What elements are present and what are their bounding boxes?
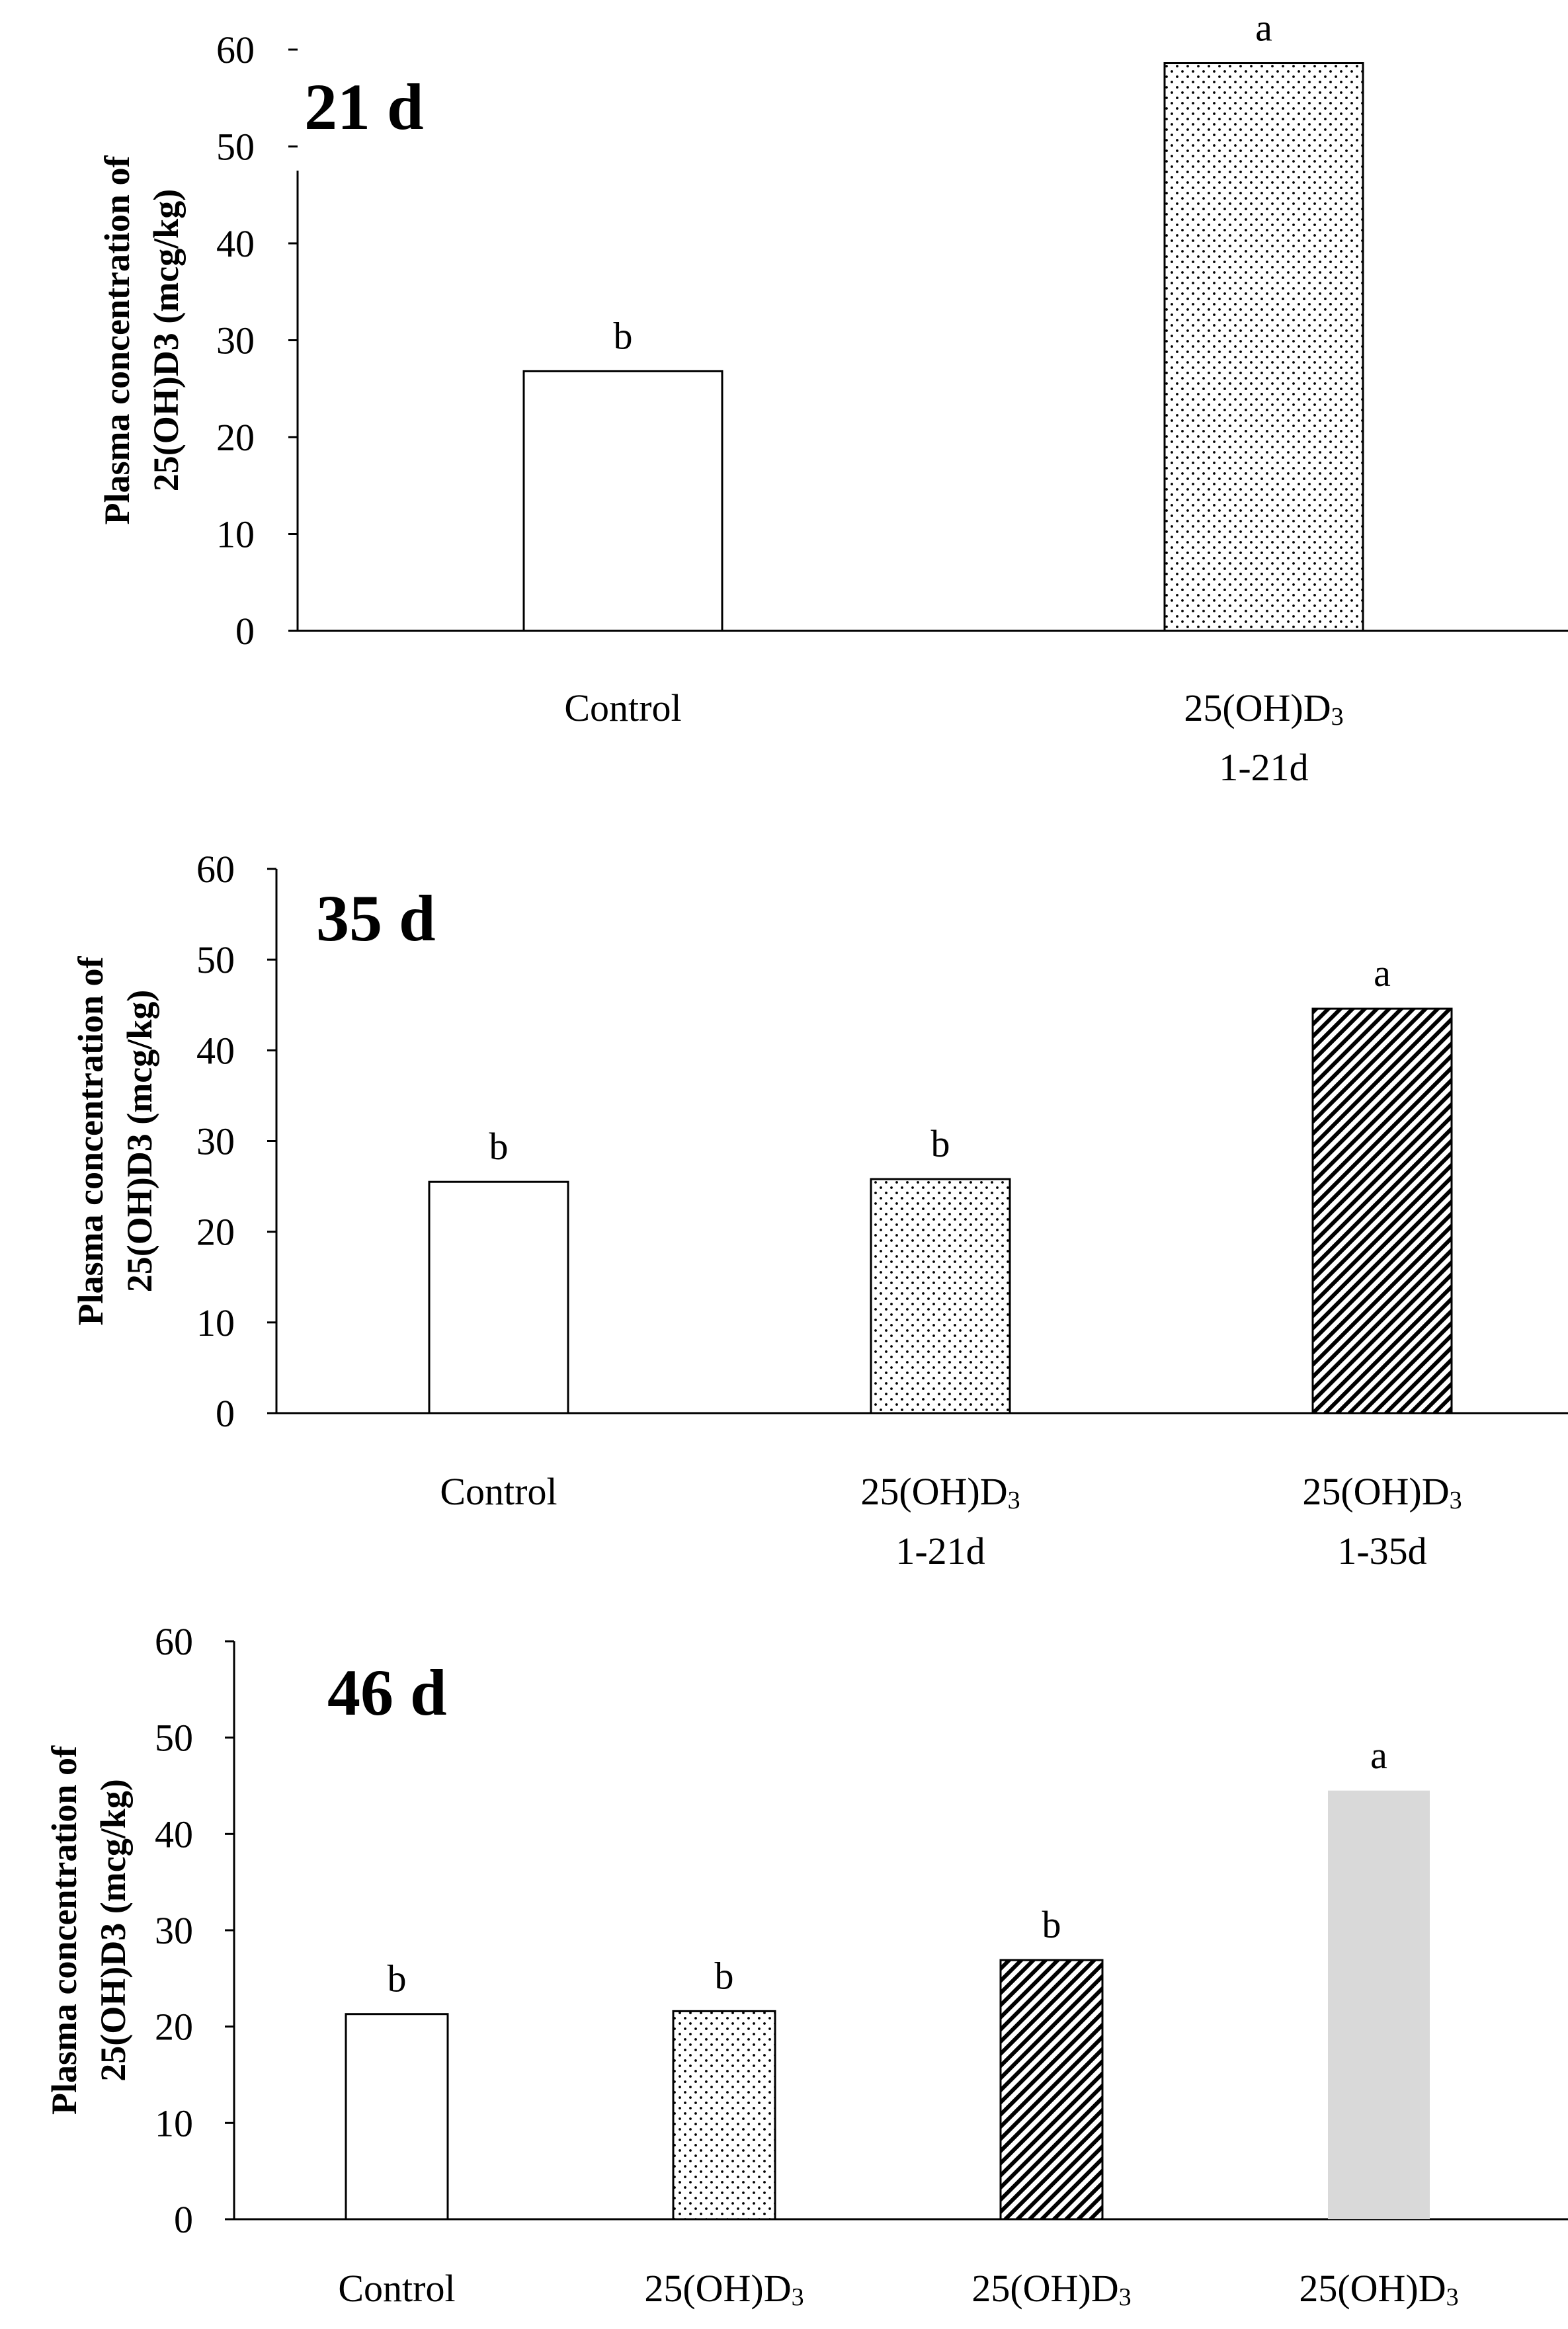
y-tick-label: 60	[155, 1620, 193, 1663]
bar	[428, 1180, 569, 1414]
x-category-subscript: 3	[1446, 2283, 1459, 2311]
x-category-text: 25(OH)D	[644, 2267, 791, 2310]
x-category-text: 25(OH)D	[1184, 686, 1331, 729]
y-tick-label: 20	[216, 416, 255, 459]
x-category-label: 1-35d	[1337, 1530, 1426, 1573]
x-category-label: 25(OH)D3	[971, 2267, 1131, 2311]
x-category-label: 25(OH)D3	[1299, 2267, 1458, 2311]
x-category-label: Control	[564, 686, 681, 729]
y-axis-label: 25(OH)D3 (mcg/kg)	[120, 990, 159, 1292]
y-tick-label: 30	[216, 319, 255, 362]
x-category-subscript: 3	[1450, 1487, 1462, 1514]
x-category-label: Control	[338, 2267, 455, 2310]
x-category-subscript: 3	[792, 2283, 804, 2311]
x-category-label: 1-21d	[895, 1530, 985, 1573]
x-category-label: 25(OH)D3	[860, 1470, 1020, 1514]
y-tick-label: 40	[196, 1029, 235, 1072]
y-tick-label: 40	[155, 1813, 193, 1856]
x-category-text: 1-21d	[895, 1530, 985, 1573]
x-category-subscript: 3	[1331, 703, 1344, 731]
x-category-text: Control	[338, 2267, 455, 2310]
x-category-text: 1-21d	[1219, 746, 1308, 789]
bar	[1328, 1790, 1430, 2219]
y-tick-label: 60	[196, 848, 235, 891]
y-tick-label: 10	[216, 513, 255, 556]
y-tick-label: 30	[196, 1120, 235, 1163]
significance-letter: b	[715, 1954, 734, 1997]
bar	[1311, 1007, 1453, 1414]
significance-letter: b	[931, 1122, 950, 1165]
bar	[870, 1178, 1011, 1414]
significance-letter: b	[489, 1125, 509, 1168]
y-tick-label: 0	[216, 1392, 235, 1435]
x-category-subscript: 3	[1008, 1487, 1020, 1514]
y-tick-label: 10	[155, 2102, 193, 2145]
y-tick-label: 20	[196, 1211, 235, 1254]
chart-panel-3: 0 10 20 30 40 50 60 46 d Plasma concentration of…	[44, 1620, 1568, 2311]
x-category-text: Control	[440, 1470, 557, 1513]
x-category-subscript: 3	[1119, 2283, 1132, 2311]
bar	[522, 370, 723, 632]
y-axis-label: 25(OH)D3 (mcg/kg)	[146, 189, 186, 491]
y-tick-label: 0	[174, 2198, 193, 2241]
y-tick-label: 20	[155, 2006, 193, 2049]
x-category-text: 25(OH)D	[1302, 1470, 1449, 1513]
x-category-text: Control	[564, 686, 681, 729]
significance-letter: b	[1042, 1903, 1061, 1946]
significance-letter: b	[614, 314, 633, 357]
x-category-label: 25(OH)D3	[644, 2267, 804, 2311]
y-tick-label: 30	[155, 1909, 193, 1952]
y-tick-label: 50	[155, 1717, 193, 1760]
x-category-label: 1-21d	[1219, 746, 1308, 789]
y-tick-label: 60	[216, 28, 255, 71]
x-category-text: 25(OH)D	[1299, 2267, 1446, 2310]
x-category-text: 25(OH)D	[971, 2267, 1118, 2310]
chart-panel-2: 0 10 20 30 40 50 60 35 d Plasma concentration of…	[71, 848, 1568, 1573]
significance-letter: b	[388, 1957, 407, 2000]
panel-title: 46 d	[327, 1656, 447, 1729]
bar	[999, 1959, 1104, 2221]
y-tick-label: 50	[196, 938, 235, 981]
x-category-text: 1-35d	[1337, 1530, 1426, 1573]
y-tick-label: 0	[235, 610, 255, 653]
y-axis-label: Plasma concentration of	[71, 956, 110, 1326]
y-tick-label: 40	[216, 222, 255, 265]
y-axis-label: 25(OH)D3 (mcg/kg)	[93, 1779, 133, 2081]
y-tick-label: 10	[196, 1301, 235, 1344]
panel-title: 35 d	[316, 881, 436, 955]
x-category-text: 25(OH)D	[860, 1470, 1007, 1513]
panel-title: 21 d	[304, 70, 424, 143]
x-category-label: 25(OH)D3	[1184, 686, 1343, 731]
significance-letter: a	[1374, 952, 1391, 995]
y-axis-label: Plasma concentration of	[97, 155, 137, 525]
significance-letter: a	[1370, 1734, 1387, 1777]
bar	[672, 2010, 776, 2221]
x-category-label: Control	[440, 1470, 557, 1513]
y-axis-label: Plasma concentration of	[44, 1745, 84, 2115]
y-tick-label: 50	[216, 126, 255, 169]
x-category-label: 25(OH)D3	[1302, 1470, 1462, 1514]
bar	[1163, 62, 1364, 632]
bar	[345, 2013, 449, 2221]
chart-panel-1: 0 10 20 30 40 50 60 21 d Plasma concentration of…	[97, 7, 1568, 789]
significance-letter: a	[1255, 7, 1272, 50]
